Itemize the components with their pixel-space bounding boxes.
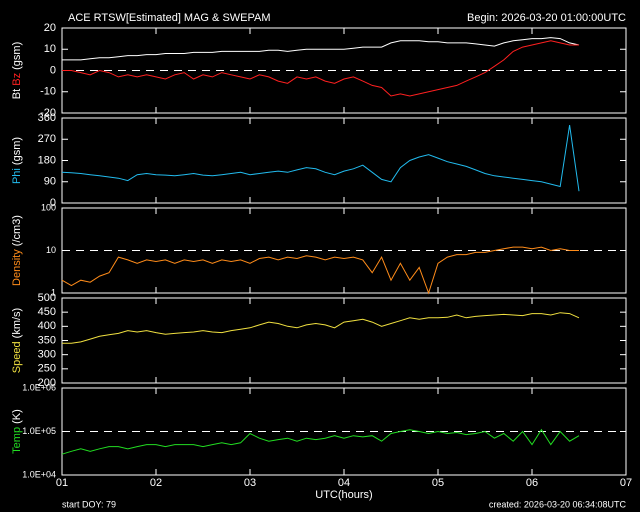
chart-title: ACE RTSW[Estimated] MAG & SWEPAM (68, 12, 271, 24)
y-tick-label: 1.0E+04 (22, 469, 56, 479)
y-tick-label: 360 (38, 112, 56, 124)
data-line (62, 312, 580, 344)
y-axis-unit: (gsm) (11, 137, 23, 165)
x-tick-label: 01 (56, 477, 68, 489)
y-tick-label: 1.0E+05 (22, 426, 56, 436)
legend-entry: Temp (11, 427, 23, 454)
y-tick-label: 180 (38, 154, 56, 166)
y-tick-label: 10 (46, 245, 56, 255)
x-tick-label: 06 (526, 477, 538, 489)
x-tick-label: 02 (150, 477, 162, 489)
created-time: created: 2026-03-20 06:34:08UTC (489, 499, 627, 509)
data-line (62, 37, 580, 61)
x-tick-label: 04 (338, 477, 350, 489)
legend-entry: Bz (11, 73, 23, 86)
data-line (61, 428, 580, 455)
y-tick-label: -10 (40, 86, 56, 98)
y-tick-label: -20 (40, 107, 56, 119)
y-tick-label: 0 (50, 197, 56, 209)
y-tick-label: 200 (38, 377, 56, 389)
legend-entry: Phi (11, 168, 23, 184)
y-axis-label: Bt Bz (gsm) (11, 42, 23, 99)
x-tick-label: 03 (244, 477, 256, 489)
y-tick-label: 250 (38, 363, 56, 375)
legend-entry: Speed (11, 341, 23, 373)
y-axis-unit: (gsm) (11, 42, 23, 70)
y-tick-label: 350 (38, 334, 56, 346)
y-tick-label: 20 (44, 22, 56, 34)
y-tick-label: 400 (38, 320, 56, 332)
y-axis-unit: (/cm3) (11, 215, 23, 246)
x-tick-label: 05 (432, 477, 444, 489)
data-line (61, 125, 580, 192)
y-axis-label: Phi (gsm) (11, 137, 23, 184)
y-tick-label: 1.0E+06 (22, 382, 56, 392)
y-tick-label: 500 (38, 292, 56, 304)
begin-time: Begin: 2026-03-20 01:00:00UTC (467, 12, 626, 24)
y-axis-label: Temp (K) (11, 409, 23, 454)
y-tick-label: 270 (38, 133, 56, 145)
start-doy: start DOY: 79 (62, 499, 116, 509)
y-tick-label: 100 (41, 202, 56, 212)
y-tick-label: 0 (50, 64, 56, 76)
data-line (62, 40, 579, 97)
x-tick-label: 07 (620, 477, 632, 489)
y-axis-label: Density (/cm3) (11, 215, 23, 286)
y-tick-label: 90 (44, 176, 56, 188)
legend-entry: Density (11, 249, 23, 286)
y-tick-label: 1 (51, 287, 56, 297)
y-tick-label: 450 (38, 306, 56, 318)
y-axis-label: Speed (km/s) (11, 308, 23, 373)
y-axis-unit: (K) (11, 409, 23, 424)
y-axis-unit: (km/s) (11, 308, 23, 339)
legend-entry: Bt (11, 89, 23, 99)
y-tick-label: 300 (38, 349, 56, 361)
y-tick-label: 10 (44, 43, 56, 55)
x-axis-label: UTC(hours) (315, 489, 372, 501)
data-line (61, 246, 579, 295)
